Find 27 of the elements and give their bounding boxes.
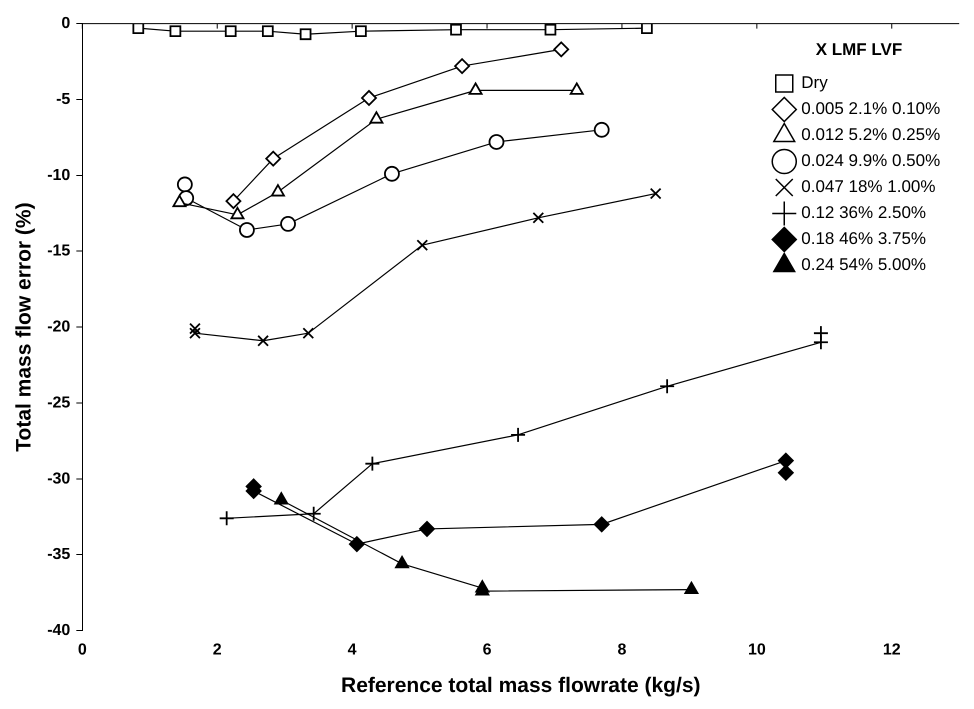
x-tick-label: 6 [482,642,492,659]
y-tick-label: -15 [47,242,70,260]
y-tick-label: -25 [47,394,70,412]
x-tick-label: 0 [78,642,87,659]
y-tick-label: -5 [56,90,70,108]
y-tick-label: -20 [47,318,70,336]
y-tick-label: -10 [47,166,70,184]
x-tick-label: 8 [617,642,626,659]
x-tick-label: 4 [348,642,357,659]
x-axis-title: Reference total mass flowrate (kg/s) [341,674,700,698]
x-tick-label: 2 [212,642,222,659]
legend-label: 0.12 36% 2.50% [801,203,926,222]
legend-label: Dry [801,73,828,92]
legend-label: 0.012 5.2% 0.25% [801,125,940,144]
legend-title: X LMF LVF [816,40,902,59]
y-tick-label: -35 [47,546,70,564]
legend-label: 0.18 46% 3.75% [801,229,926,248]
y-axis-title: Total mass flow error (%) [12,202,36,452]
legend-label: 0.005 2.1% 0.10% [801,99,940,118]
legend-label: 0.24 54% 5.00% [801,255,926,274]
legend-label: 0.024 9.9% 0.50% [801,151,940,170]
x-tick-label: 12 [882,642,901,659]
legend-label: 0.047 18% 1.00% [801,177,936,196]
y-tick-label: -30 [47,470,70,488]
y-tick-label: -40 [47,622,70,640]
x-tick-label: 10 [748,642,766,659]
y-tick-label: 0 [61,15,70,32]
